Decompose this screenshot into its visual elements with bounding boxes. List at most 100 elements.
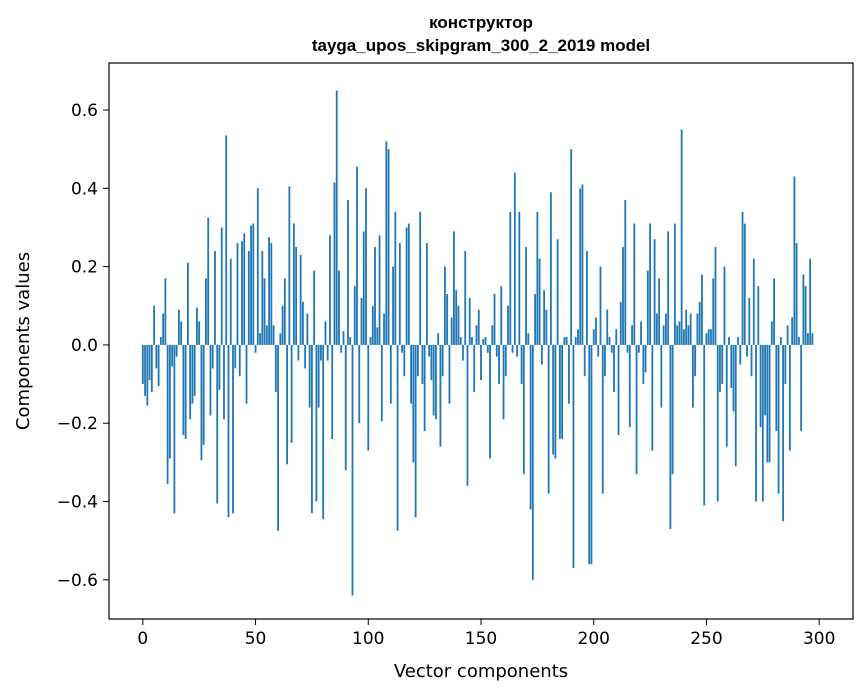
bar — [513, 172, 516, 345]
bar — [511, 344, 514, 353]
bar — [218, 344, 221, 390]
bar — [428, 344, 431, 357]
bar — [484, 337, 487, 345]
bar — [793, 176, 796, 345]
bar — [507, 305, 509, 345]
bar — [536, 211, 539, 345]
bar — [788, 344, 791, 451]
bar — [619, 301, 622, 345]
bar — [216, 344, 219, 504]
bar — [777, 344, 780, 494]
bar — [597, 344, 600, 357]
bar — [259, 333, 261, 345]
bar — [301, 301, 304, 345]
bar — [464, 250, 467, 345]
bar — [144, 344, 146, 396]
chart-subtitle: tayga_upos_skipgram_300_2_2019 model — [312, 36, 650, 55]
bar — [338, 270, 340, 345]
bar — [797, 337, 800, 345]
bar — [592, 329, 595, 345]
bar — [595, 317, 597, 345]
x-axis-ticks: 0 50 100 150 200 250 300 — [137, 619, 835, 649]
bar — [737, 337, 739, 345]
bar — [182, 344, 185, 435]
bar — [655, 313, 658, 345]
bar — [518, 211, 521, 345]
bar — [435, 344, 437, 420]
bar — [583, 344, 586, 377]
bar — [252, 223, 255, 345]
bar — [766, 344, 769, 463]
bar — [315, 344, 318, 502]
bar — [520, 344, 523, 385]
bar — [468, 297, 471, 345]
bar — [430, 344, 433, 381]
bar — [362, 231, 365, 345]
bar — [480, 344, 482, 381]
bar — [741, 211, 744, 345]
bar — [333, 182, 336, 345]
bar — [552, 344, 555, 455]
bar — [419, 211, 422, 345]
bar — [635, 344, 638, 475]
bar — [500, 286, 503, 345]
bar — [759, 344, 762, 428]
bar — [779, 337, 782, 345]
bar — [349, 337, 352, 345]
bar — [807, 333, 809, 345]
bar — [369, 337, 372, 345]
bar — [547, 344, 550, 494]
bar — [549, 192, 552, 345]
bar — [773, 278, 775, 345]
bar — [640, 321, 642, 345]
bar — [764, 344, 766, 416]
bar — [721, 344, 724, 385]
bar — [286, 344, 289, 465]
bar — [232, 344, 234, 514]
bar — [405, 227, 408, 345]
bar — [775, 344, 778, 432]
bar — [241, 241, 243, 345]
bar — [356, 166, 358, 345]
bar — [175, 344, 178, 357]
bar — [782, 344, 785, 522]
y-tick-label: 0.0 — [71, 336, 98, 356]
bar — [586, 250, 588, 345]
bar — [263, 278, 266, 345]
bar — [277, 344, 279, 531]
bar — [297, 344, 300, 361]
bar — [664, 313, 667, 345]
bar — [800, 344, 803, 432]
bar — [423, 344, 426, 432]
bar — [743, 223, 746, 345]
bar — [588, 344, 591, 565]
bar — [642, 344, 645, 385]
bar — [525, 247, 527, 345]
bar — [292, 223, 295, 345]
bar — [703, 344, 706, 506]
bars-group — [141, 90, 814, 596]
bar — [809, 258, 812, 345]
x-tick-label: 100 — [352, 629, 384, 649]
bar — [450, 317, 453, 345]
bar — [574, 337, 577, 345]
bar — [448, 344, 451, 404]
bar — [504, 344, 507, 377]
bar — [689, 313, 692, 345]
bar — [617, 344, 620, 435]
bar — [613, 344, 615, 392]
y-axis-label: Components values — [13, 252, 34, 430]
bar — [491, 325, 494, 345]
bar — [683, 329, 685, 345]
bar — [306, 313, 309, 345]
bar — [358, 344, 361, 424]
bar — [202, 344, 205, 445]
bar — [725, 344, 728, 447]
bar — [141, 344, 144, 385]
bar — [403, 344, 406, 377]
bar — [168, 344, 171, 459]
bar — [568, 344, 570, 404]
bar — [608, 337, 611, 345]
bar — [148, 344, 151, 381]
bar — [155, 344, 158, 369]
